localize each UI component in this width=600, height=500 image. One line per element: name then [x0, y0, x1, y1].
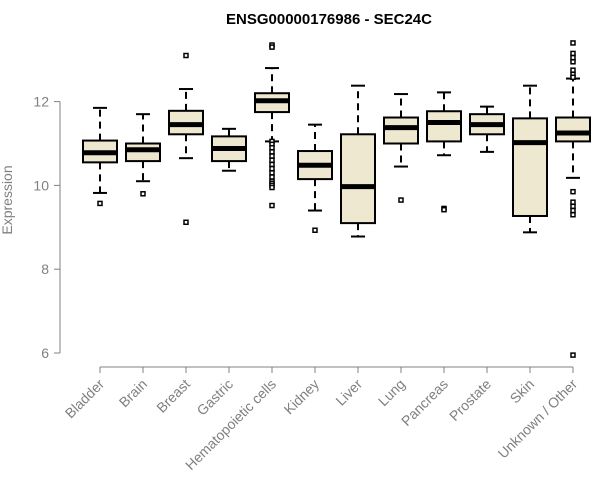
outlier-point: [398, 197, 404, 203]
outlier-point: [269, 165, 275, 172]
outlier-point: [570, 211, 576, 218]
y-axis: 6 8 10 12: [33, 94, 61, 361]
box-unknown-other: [555, 40, 591, 358]
outlier-point: [570, 40, 576, 46]
x-tick-label: Kidney: [281, 376, 323, 418]
box-liver: [340, 84, 376, 238]
box-hematopoietic-cells: [254, 42, 290, 209]
x-tick-label: Prostate: [446, 376, 494, 424]
outlier-point: [183, 52, 189, 59]
outlier-point: [269, 144, 275, 151]
outlier-point: [570, 59, 576, 65]
x-tick-label: Breast: [153, 376, 193, 416]
chart-title: ENSG00000176986 - SEC24C: [226, 11, 432, 28]
outlier-point: [269, 174, 275, 180]
x-tick-label: Bladder: [62, 376, 108, 422]
y-axis-label: Expression: [0, 165, 15, 234]
outlier-point: [570, 207, 576, 214]
x-tick-label: Lung: [375, 376, 408, 409]
outlier-point: [269, 184, 275, 191]
y-tick-label: 6: [41, 345, 49, 361]
x-tick-label: Liver: [332, 376, 365, 409]
x-tick-label: Gastric: [193, 376, 236, 419]
outlier-point: [570, 203, 576, 210]
boxes-layer: [82, 40, 591, 358]
outlier-point: [269, 170, 275, 176]
outlier-point: [570, 67, 576, 73]
outlier-point: [269, 153, 275, 159]
box-body: [512, 117, 548, 217]
y-tick-label: 10: [33, 177, 49, 193]
box-gastric: [211, 127, 247, 172]
box-bladder: [82, 106, 118, 207]
box-kidney: [297, 123, 333, 233]
x-tick-label: Pancreas: [398, 376, 451, 429]
outlier-point: [570, 199, 576, 205]
box-lung: [383, 93, 419, 203]
outlier-point: [269, 149, 275, 155]
x-tick-label: Brain: [116, 376, 150, 410]
outlier-point: [269, 202, 275, 209]
outlier-point: [570, 188, 576, 195]
box-body: [426, 110, 462, 143]
outlier-point: [570, 74, 576, 81]
x-tick-label: Skin: [507, 376, 538, 407]
box-body: [340, 133, 376, 225]
box-body: [555, 116, 591, 143]
outlier-point: [183, 219, 189, 226]
outlier-point: [570, 54, 576, 61]
outlier-point: [312, 227, 318, 233]
outlier-point: [269, 157, 275, 164]
box-body: [125, 142, 161, 163]
box-breast: [168, 52, 204, 226]
outlier-point: [269, 161, 275, 168]
box-brain: [125, 113, 161, 197]
x-tick-label: Unknown / Other: [495, 376, 581, 462]
y-tick-label: 8: [41, 261, 49, 277]
box-pancreas: [426, 91, 462, 213]
outlier-point: [441, 206, 447, 213]
outlier-point: [97, 200, 103, 207]
y-tick-label: 12: [33, 94, 49, 110]
box-prostate: [469, 105, 505, 153]
box-skin: [512, 84, 548, 234]
box-body: [383, 116, 419, 145]
outlier-point: [269, 44, 275, 50]
outlier-point: [570, 352, 576, 358]
outlier-point: [140, 191, 146, 197]
outlier-point: [570, 50, 576, 57]
